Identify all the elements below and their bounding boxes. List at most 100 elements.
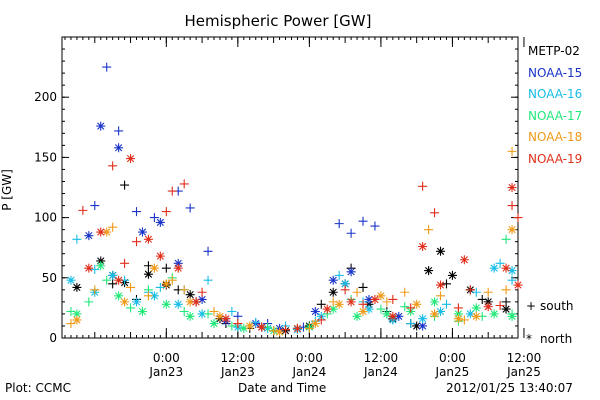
data-point-north [215, 311, 225, 321]
data-point-north [471, 311, 481, 321]
data-point-north [489, 263, 499, 273]
data-point-north [447, 270, 457, 280]
data-point-south [406, 319, 416, 329]
x-tick-date-label: Jan23 [148, 365, 183, 379]
data-point-north [149, 291, 159, 301]
chart-title: Hemispheric Power [GW] [185, 12, 372, 30]
data-point-north [489, 309, 499, 319]
data-point-south [78, 205, 88, 215]
data-point-south [143, 291, 153, 301]
data-point-north [501, 263, 511, 273]
data-point-south [358, 282, 368, 292]
data-point-north [334, 299, 344, 309]
data-point-south [436, 291, 446, 301]
data-point-south [441, 279, 451, 289]
data-point-north [108, 270, 118, 280]
data-point-north [155, 217, 165, 227]
y-tick-label: 200 [34, 90, 57, 104]
data-point-south [316, 315, 326, 325]
data-point-south [430, 208, 440, 218]
data-point-north [364, 304, 374, 314]
footer-plot-credit: Plot: CCMC [5, 381, 71, 395]
data-point-south [203, 309, 213, 319]
footer-x-axis-label: Date and Time [238, 381, 327, 395]
data-point-south [251, 317, 261, 327]
data-point-south [126, 303, 136, 313]
data-point-north [430, 297, 440, 307]
plus-symbol: + [526, 299, 537, 313]
data-point-north [155, 251, 165, 261]
data-point-north [84, 231, 94, 241]
data-point-north [185, 290, 195, 300]
data-point-south [340, 285, 350, 295]
data-point-north [221, 314, 231, 324]
x-tick-time-label: 12:00 [221, 351, 256, 365]
data-point-north [471, 303, 481, 313]
data-point-south [227, 321, 237, 331]
data-point-north [173, 263, 183, 273]
data-point-north [185, 297, 195, 307]
y-tick-label: 150 [34, 150, 57, 164]
data-point-north [96, 121, 106, 131]
data-point-north [424, 266, 434, 276]
data-point-south [495, 300, 505, 310]
data-point-south [108, 279, 118, 289]
data-point-south [400, 302, 410, 312]
data-point-north [185, 311, 195, 321]
x-tick-date-label: Jan24 [291, 365, 326, 379]
footer-timestamp: 2012/01/25 13:40:07 [446, 381, 573, 395]
data-point-north [96, 261, 106, 271]
x-tick-time-label: 0:00 [153, 351, 180, 365]
data-point-north [310, 307, 320, 317]
data-point-north [239, 323, 249, 333]
data-point-north [245, 321, 255, 331]
x-tick-date-label: Jan24 [363, 365, 398, 379]
data-point-south [501, 234, 511, 244]
data-point-north [161, 279, 171, 289]
legend-entry: NOAA-19 [528, 151, 583, 166]
data-point-south [126, 282, 136, 292]
data-point-north [173, 258, 183, 268]
data-point-south [507, 146, 517, 156]
legend-south-label: south [540, 299, 574, 313]
data-point-south [406, 303, 416, 313]
data-point-south [179, 285, 189, 295]
data-point-south [179, 307, 189, 317]
data-point-south [346, 228, 356, 238]
data-point-south [507, 201, 517, 211]
data-point-south [507, 275, 517, 285]
data-point-north [114, 291, 124, 301]
data-point-south [358, 299, 368, 309]
data-point-south [388, 294, 398, 304]
data-point-north [143, 234, 153, 244]
data-point-north [501, 304, 511, 314]
data-point-south [441, 299, 451, 309]
data-point-south [185, 203, 195, 213]
legend-entry: NOAA-15 [528, 65, 583, 80]
legend-south-key: + south [526, 299, 574, 313]
data-point-south [358, 216, 368, 226]
data-point-north [173, 299, 183, 309]
legend-entry: METP-02 [528, 44, 580, 58]
data-point-south [483, 287, 493, 297]
data-point-south [132, 207, 142, 217]
data-point-south [120, 258, 130, 268]
data-point-south [400, 287, 410, 297]
data-point-south [102, 275, 112, 285]
data-point-south [161, 207, 171, 217]
data-point-north [96, 256, 106, 266]
data-point-south [108, 222, 118, 232]
data-point-south [495, 258, 505, 268]
data-point-south [233, 319, 243, 329]
data-point-south [304, 323, 314, 333]
data-point-south [66, 319, 76, 329]
plot-frame [61, 36, 519, 339]
data-point-south [149, 213, 159, 223]
data-point-north [358, 307, 368, 317]
data-point-south [513, 213, 523, 223]
data-point-south [102, 62, 112, 72]
x-tick-date-label: Jan25 [506, 365, 541, 379]
data-point-north [257, 322, 267, 332]
data-point-north [322, 304, 332, 314]
x-tick-date-label: Jan23 [220, 365, 255, 379]
